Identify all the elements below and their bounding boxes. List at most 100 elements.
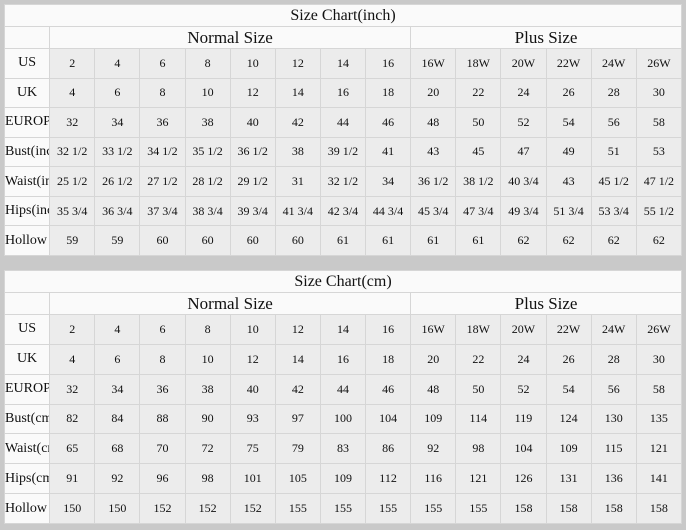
size-cell: 116: [410, 463, 457, 495]
size-cell: 20W: [500, 48, 547, 79]
table-row: Waist(inch)25 1/226 1/227 1/228 1/229 1/…: [3, 166, 683, 197]
size-cell: 75: [229, 433, 276, 465]
size-cell: 68: [94, 433, 141, 465]
size-cell: 98: [184, 463, 231, 495]
size-cell: 62: [635, 225, 683, 256]
size-cell: 135: [635, 403, 683, 435]
size-cell: 28: [590, 77, 637, 109]
size-cell: 39 3/4: [229, 195, 276, 227]
size-cell: 8: [139, 77, 186, 109]
size-cell: 152: [139, 493, 186, 524]
row-label: EUROPE: [3, 107, 51, 138]
size-cell: 20: [410, 77, 457, 109]
group-normal-size: Normal Size: [49, 26, 412, 49]
size-cell: 10: [184, 77, 231, 109]
size-cell: 53 3/4: [590, 195, 637, 227]
size-cell: 34: [94, 107, 141, 138]
size-cell: 60: [184, 225, 231, 256]
size-cell: 155: [364, 493, 412, 524]
size-cell: 152: [229, 493, 276, 524]
row-label: UK: [3, 343, 51, 375]
size-cell: 40: [229, 107, 276, 138]
size-cell: 22: [455, 343, 502, 375]
size-cell: 6: [94, 77, 141, 109]
size-cell: 109: [545, 433, 592, 465]
size-cell: 38 1/2: [455, 166, 502, 197]
table-row: Hips(cm)91929698101105109112116121126131…: [3, 463, 683, 495]
blank-cell: [3, 292, 51, 315]
size-cell: 31: [274, 166, 321, 197]
size-cell: 16: [364, 48, 412, 79]
row-label: Hips(cm): [3, 463, 51, 495]
table-title: Size Chart(cm): [4, 270, 682, 293]
size-cell: 105: [274, 463, 321, 495]
size-cell: 45: [455, 136, 502, 168]
size-cell: 46: [364, 373, 412, 405]
size-cell: 79: [274, 433, 321, 465]
size-cell: 48: [410, 107, 457, 138]
size-cell: 34 1/2: [139, 136, 186, 168]
size-cell: 53: [635, 136, 683, 168]
size-cell: 44: [319, 373, 367, 405]
size-cell: 38 3/4: [184, 195, 231, 227]
size-cell: 36 1/2: [410, 166, 457, 197]
size-cell: 49: [545, 136, 592, 168]
size-cell: 136: [590, 463, 637, 495]
size-cell: 24: [500, 343, 547, 375]
size-cell: 8: [184, 48, 231, 79]
size-cell: 24W: [590, 48, 637, 79]
size-cell: 28 1/2: [184, 166, 231, 197]
size-cell: 98: [455, 433, 502, 465]
size-cell: 42: [274, 107, 321, 138]
size-cell: 32: [49, 107, 96, 138]
size-cell: 41: [364, 136, 412, 168]
size-cell: 104: [364, 403, 412, 435]
size-cell: 22W: [545, 314, 592, 345]
size-cell: 2: [49, 48, 96, 79]
size-cell: 36: [139, 107, 186, 138]
size-cell: 14: [274, 77, 321, 109]
size-cell: 155: [319, 493, 367, 524]
size-cell: 90: [184, 403, 231, 435]
row-label: Hollow to Floor(cm): [3, 493, 51, 524]
size-cell: 2: [49, 314, 96, 345]
size-cell: 141: [635, 463, 683, 495]
size-cell: 54: [545, 373, 592, 405]
size-cell: 45 1/2: [590, 166, 637, 197]
size-cell: 16: [319, 343, 367, 375]
size-cell: 47: [500, 136, 547, 168]
size-cell: 12: [274, 48, 321, 79]
size-cell: 30: [635, 77, 683, 109]
size-cell: 22: [455, 77, 502, 109]
size-cell: 25 1/2: [49, 166, 96, 197]
size-cell: 36 1/2: [229, 136, 276, 168]
size-cell: 14: [274, 343, 321, 375]
group-normal-size: Normal Size: [49, 292, 412, 315]
size-cell: 52: [500, 373, 547, 405]
size-cell: 34: [94, 373, 141, 405]
size-cell: 58: [635, 107, 683, 138]
size-cell: 4: [94, 314, 141, 345]
size-cell: 10: [229, 314, 276, 345]
size-cell: 72: [184, 433, 231, 465]
size-cell: 4: [49, 77, 96, 109]
size-cell: 84: [94, 403, 141, 435]
group-row: Normal Size Plus Size: [3, 26, 682, 49]
size-cell: 8: [139, 343, 186, 375]
size-cell: 28: [590, 343, 637, 375]
size-cell: 30: [635, 343, 683, 375]
table-row: Bust(inch)32 1/233 1/234 1/235 1/236 1/2…: [3, 136, 683, 168]
size-cell: 12: [274, 314, 321, 345]
size-cell: 22W: [545, 48, 592, 79]
size-cell: 51: [590, 136, 637, 168]
size-cell: 26: [545, 77, 592, 109]
size-cell: 61: [364, 225, 412, 256]
size-cell: 130: [590, 403, 637, 435]
size-cell: 14: [319, 48, 367, 79]
title-row: Size Chart(cm): [4, 270, 682, 293]
size-cell: 82: [49, 403, 96, 435]
size-cell: 46: [364, 107, 412, 138]
size-cell: 39 1/2: [319, 136, 367, 168]
size-cell: 112: [364, 463, 412, 495]
size-cell: 32 1/2: [49, 136, 96, 168]
